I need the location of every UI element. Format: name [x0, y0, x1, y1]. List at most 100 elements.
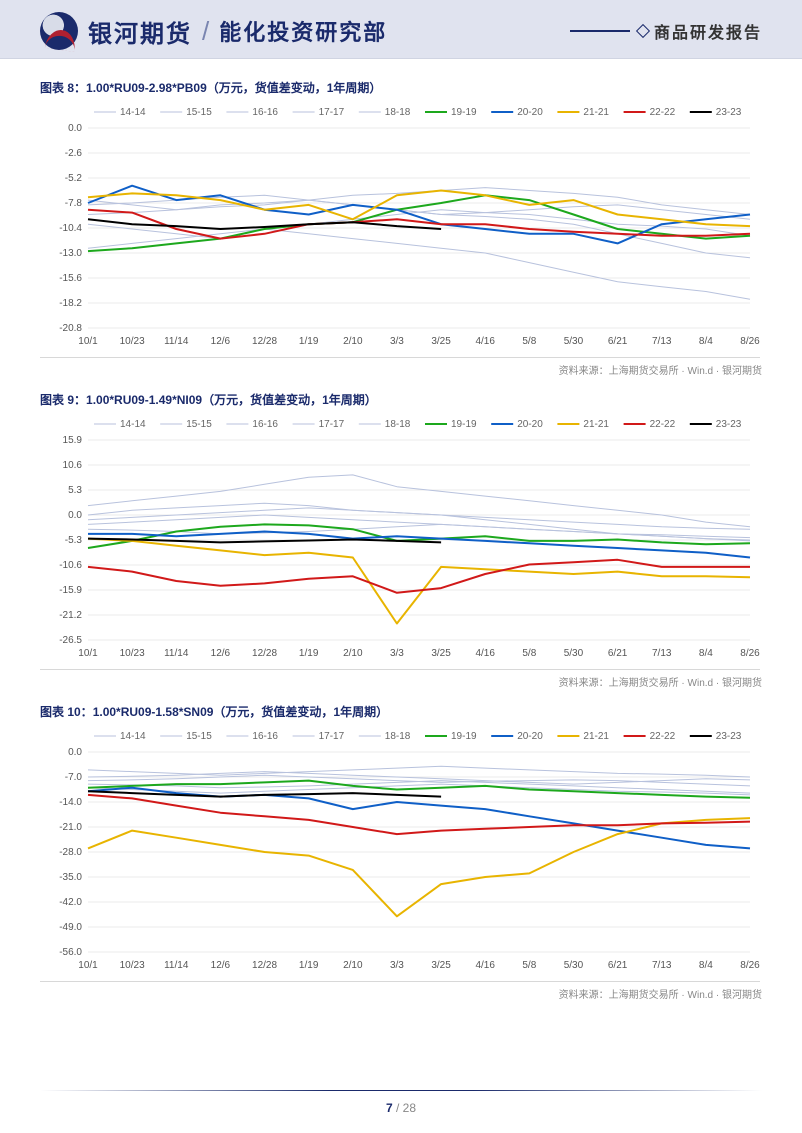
chart-block-c9: 图表 9：1.00*RU09-1.49*NI09（万元，货值差变动，1年周期） 1… [40, 391, 762, 689]
svg-text:-7.0: -7.0 [65, 772, 83, 783]
series-line [88, 195, 750, 251]
svg-text:8/26: 8/26 [740, 336, 760, 347]
svg-text:8/4: 8/4 [699, 960, 713, 971]
svg-text:12/6: 12/6 [211, 648, 231, 659]
diamond-icon [636, 24, 650, 38]
svg-text:8/4: 8/4 [699, 648, 713, 659]
svg-text:16-16: 16-16 [252, 107, 278, 118]
svg-text:19-19: 19-19 [451, 419, 477, 430]
svg-text:23-23: 23-23 [716, 107, 742, 118]
svg-text:23-23: 23-23 [716, 419, 742, 430]
svg-text:14-14: 14-14 [120, 107, 146, 118]
svg-text:12/6: 12/6 [211, 336, 231, 347]
page-body: 图表 8：1.00*RU09-2.98*PB09（万元，货值差变动，1年周期） 1… [0, 59, 802, 1001]
series-line [88, 188, 750, 215]
svg-text:15.9: 15.9 [63, 435, 83, 446]
svg-text:17-17: 17-17 [319, 419, 345, 430]
svg-text:6/21: 6/21 [608, 960, 628, 971]
svg-text:1/19: 1/19 [299, 336, 319, 347]
svg-text:-5.2: -5.2 [65, 173, 83, 184]
svg-text:5/30: 5/30 [564, 648, 584, 659]
svg-text:2/10: 2/10 [343, 336, 363, 347]
svg-text:2/10: 2/10 [343, 648, 363, 659]
svg-text:18-18: 18-18 [385, 419, 411, 430]
svg-text:16-16: 16-16 [252, 419, 278, 430]
svg-text:10/1: 10/1 [78, 336, 98, 347]
svg-text:7/13: 7/13 [652, 960, 672, 971]
svg-text:2/10: 2/10 [343, 960, 363, 971]
svg-text:5/8: 5/8 [522, 336, 536, 347]
header-separator: / [202, 16, 209, 47]
svg-text:-21.2: -21.2 [59, 610, 82, 621]
svg-text:7/13: 7/13 [652, 336, 672, 347]
svg-text:-42.0: -42.0 [59, 897, 82, 908]
svg-text:-5.3: -5.3 [65, 535, 83, 546]
svg-text:-56.0: -56.0 [59, 947, 82, 958]
page-header: 银河期货 / 能化投资研究部 商品研发报告 [0, 0, 802, 59]
svg-text:5/30: 5/30 [564, 336, 584, 347]
series-line [88, 539, 750, 624]
svg-text:14-14: 14-14 [120, 731, 146, 742]
svg-text:16-16: 16-16 [252, 731, 278, 742]
chart-svg: 14-1415-1516-1617-1718-1819-1920-2021-21… [40, 410, 760, 670]
svg-text:-49.0: -49.0 [59, 922, 82, 933]
chart-source: 资料来源：上海期货交易所 · Win.d · 银河期货 [40, 362, 762, 377]
svg-text:19-19: 19-19 [451, 107, 477, 118]
company-name: 银河期货 [88, 14, 192, 49]
svg-text:0.0: 0.0 [68, 123, 82, 134]
svg-text:11/14: 11/14 [164, 336, 189, 347]
svg-text:15-15: 15-15 [186, 107, 212, 118]
svg-text:17-17: 17-17 [319, 107, 345, 118]
svg-text:11/14: 11/14 [164, 960, 189, 971]
svg-text:14-14: 14-14 [120, 419, 146, 430]
svg-text:12/28: 12/28 [252, 336, 277, 347]
svg-text:4/16: 4/16 [475, 648, 495, 659]
svg-text:5/30: 5/30 [564, 960, 584, 971]
series-line [88, 229, 750, 299]
svg-text:-13.0: -13.0 [59, 248, 82, 259]
chart-block-c8: 图表 8：1.00*RU09-2.98*PB09（万元，货值差变动，1年周期） 1… [40, 79, 762, 377]
svg-text:-28.0: -28.0 [59, 847, 82, 858]
chart-title: 图表 9：1.00*RU09-1.49*NI09（万元，货值差变动，1年周期） [40, 391, 762, 408]
svg-text:12/6: 12/6 [211, 960, 231, 971]
svg-text:8/26: 8/26 [740, 648, 760, 659]
svg-text:-14.0: -14.0 [59, 797, 82, 808]
chart-block-c10: 图表 10：1.00*RU09-1.58*SN09（万元，货值差变动，1年周期）… [40, 703, 762, 1001]
series-line [88, 791, 441, 796]
svg-text:3/25: 3/25 [431, 960, 451, 971]
svg-text:15-15: 15-15 [186, 731, 212, 742]
chart-source: 资料来源：上海期货交易所 · Win.d · 银河期货 [40, 986, 762, 1001]
svg-text:17-17: 17-17 [319, 731, 345, 742]
svg-text:0.0: 0.0 [68, 747, 82, 758]
svg-text:-35.0: -35.0 [59, 872, 82, 883]
svg-text:15-15: 15-15 [186, 419, 212, 430]
svg-text:0.0: 0.0 [68, 510, 82, 521]
svg-text:11/14: 11/14 [164, 648, 189, 659]
svg-text:-26.5: -26.5 [59, 635, 82, 646]
svg-text:10/23: 10/23 [120, 336, 145, 347]
series-line [88, 781, 750, 794]
svg-text:3/3: 3/3 [390, 648, 404, 659]
svg-text:8/4: 8/4 [699, 336, 713, 347]
chart-svg: 14-1415-1516-1617-1718-1819-1920-2021-21… [40, 98, 760, 358]
svg-text:1/19: 1/19 [299, 648, 319, 659]
series-line [88, 766, 750, 777]
chart-title: 图表 10：1.00*RU09-1.58*SN09（万元，货值差变动，1年周期） [40, 703, 762, 720]
svg-text:3/25: 3/25 [431, 336, 451, 347]
svg-text:12/28: 12/28 [252, 648, 277, 659]
svg-text:12/28: 12/28 [252, 960, 277, 971]
series-line [88, 524, 750, 541]
chart-title: 图表 8：1.00*RU09-2.98*PB09（万元，货值差变动，1年周期） [40, 79, 762, 96]
svg-text:20-20: 20-20 [517, 731, 543, 742]
svg-text:3/3: 3/3 [390, 336, 404, 347]
svg-text:4/16: 4/16 [475, 336, 495, 347]
series-line [88, 210, 750, 239]
svg-text:19-19: 19-19 [451, 731, 477, 742]
page-sep: / [393, 1101, 403, 1115]
svg-text:4/16: 4/16 [475, 960, 495, 971]
svg-text:7/13: 7/13 [652, 648, 672, 659]
svg-text:10/23: 10/23 [120, 648, 145, 659]
page-total: 28 [403, 1101, 416, 1115]
svg-text:21-21: 21-21 [583, 419, 609, 430]
svg-text:10/1: 10/1 [78, 648, 98, 659]
